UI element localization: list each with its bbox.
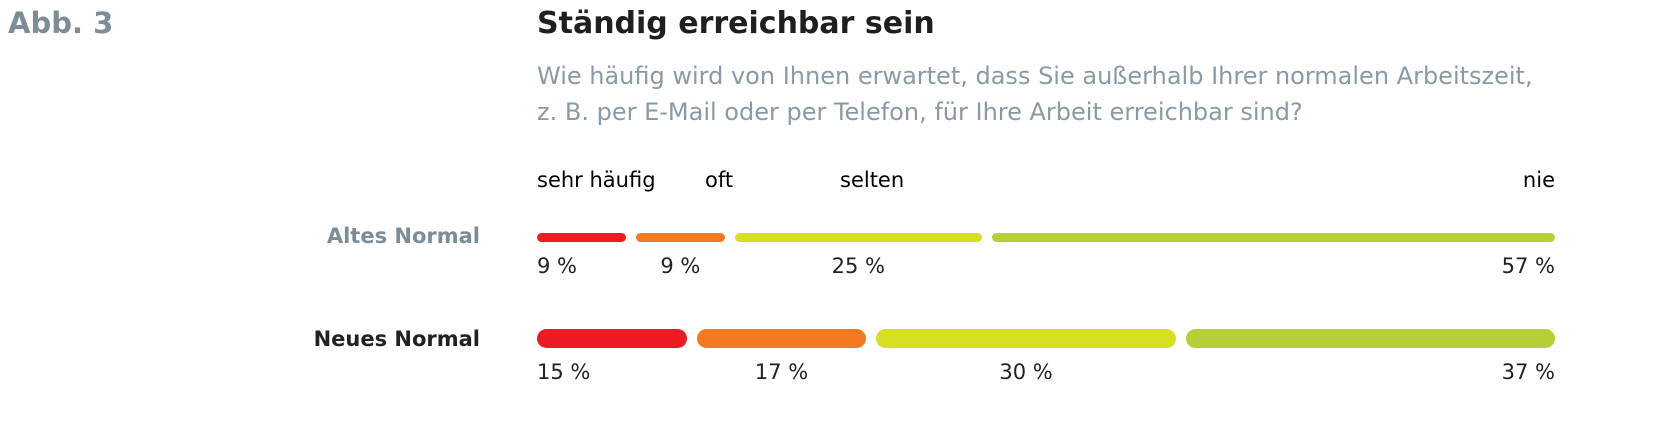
bar-altes-normal-3 [991, 233, 1555, 242]
row-label-altes-normal: Altes Normal [326, 224, 480, 248]
bar-altes-normal-1 [635, 233, 725, 242]
data-label: 9 % [660, 254, 701, 278]
data-label: 15 % [537, 360, 591, 384]
data-label: 9 % [537, 254, 577, 278]
bar-neues-normal-3 [1185, 329, 1555, 348]
chart-subtitle-line-1: Wie häufig wird von Ihnen erwartet, dass… [537, 62, 1533, 90]
data-label: 17 % [754, 360, 809, 384]
bar-neues-normal-0 [537, 329, 687, 348]
row-label-neues-normal: Neues Normal [313, 327, 480, 351]
bar-neues-normal-1 [696, 329, 867, 348]
legend-selten: selten [840, 168, 905, 192]
chart-title: Ständig erreichbar sein [537, 6, 935, 41]
chart-subtitle-line-2: z. B. per E-Mail oder per Telefon, für I… [537, 98, 1303, 126]
legend-nie: nie [1522, 168, 1555, 192]
data-label: 37 % [1501, 360, 1555, 384]
figure-label: Abb. 3 [8, 6, 114, 40]
bar-altes-normal-2 [734, 233, 982, 242]
data-label: 57 % [1501, 254, 1555, 278]
legend-sehr-haeufig: sehr häufig [537, 168, 656, 192]
data-label: 25 % [831, 254, 886, 278]
bar-neues-normal-2 [876, 329, 1176, 348]
bar-altes-normal-0 [537, 233, 626, 242]
data-label: 30 % [999, 360, 1053, 384]
legend-oft: oft [705, 168, 734, 192]
